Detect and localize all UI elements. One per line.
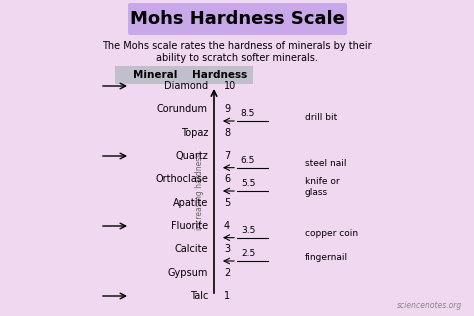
Text: 8: 8 [224,128,230,138]
Text: The Mohs scale rates the hardness of minerals by their
ability to scratch softer: The Mohs scale rates the hardness of min… [102,41,372,63]
Text: Topaz: Topaz [181,128,208,138]
Text: Apatite: Apatite [173,198,208,208]
Text: 7: 7 [224,151,230,161]
Text: 2: 2 [224,268,230,278]
FancyBboxPatch shape [128,3,347,35]
Text: Corundum: Corundum [157,104,208,114]
Text: drill bit: drill bit [305,112,337,121]
Text: 8.5: 8.5 [241,110,255,118]
Text: 4: 4 [224,221,230,231]
Text: Talc: Talc [190,291,208,301]
Text: sciencenotes.org: sciencenotes.org [397,301,462,310]
Text: Calcite: Calcite [174,244,208,254]
Text: Quartz: Quartz [175,151,208,161]
Text: Hardness: Hardness [192,70,247,80]
Text: 5: 5 [224,198,230,208]
Text: 5.5: 5.5 [241,179,255,189]
Text: Gypsum: Gypsum [168,268,208,278]
Text: 3: 3 [224,244,230,254]
Text: fingernail: fingernail [305,252,348,262]
Text: steel nail: steel nail [305,159,346,168]
Text: Mohs Hardness Scale: Mohs Hardness Scale [130,10,345,28]
Text: increasing hardness: increasing hardness [195,152,204,230]
Text: 9: 9 [224,104,230,114]
Text: 6: 6 [224,174,230,184]
Text: 3.5: 3.5 [241,226,255,235]
Text: copper coin: copper coin [305,229,358,238]
Bar [115,66,253,84]
Text: 2.5: 2.5 [241,250,255,258]
Text: 10: 10 [224,81,236,91]
Text: Mineral: Mineral [133,70,177,80]
Text: knife or
glass: knife or glass [305,177,340,197]
Text: 6.5: 6.5 [241,156,255,165]
Text: Orthoclase: Orthoclase [155,174,208,184]
Text: Diamond: Diamond [164,81,208,91]
Text: 1: 1 [224,291,230,301]
Text: Fluorite: Fluorite [171,221,208,231]
